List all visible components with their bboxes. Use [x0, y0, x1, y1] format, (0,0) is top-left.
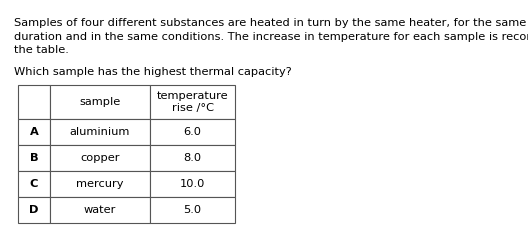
- Bar: [50, 145, 150, 171]
- Text: mercury: mercury: [76, 179, 124, 189]
- Bar: [50, 197, 150, 223]
- Bar: [18, 119, 50, 145]
- Text: Samples of four different substances are heated in turn by the same heater, for : Samples of four different substances are…: [14, 18, 528, 28]
- Text: B: B: [30, 153, 39, 163]
- Bar: [18, 197, 50, 223]
- Text: aluminium: aluminium: [70, 127, 130, 137]
- Text: D: D: [29, 205, 39, 215]
- Text: the table.: the table.: [14, 45, 69, 55]
- Text: duration and in the same conditions. The increase in temperature for each sample: duration and in the same conditions. The…: [14, 32, 528, 41]
- Text: A: A: [30, 127, 39, 137]
- Bar: [50, 85, 150, 119]
- Text: sample: sample: [79, 97, 120, 107]
- Text: 10.0: 10.0: [180, 179, 205, 189]
- Text: C: C: [30, 179, 38, 189]
- Text: 5.0: 5.0: [183, 205, 202, 215]
- Text: temperature
rise /°C: temperature rise /°C: [157, 91, 228, 113]
- Bar: [18, 145, 50, 171]
- Bar: [50, 119, 150, 145]
- Bar: [150, 85, 235, 119]
- Text: water: water: [84, 205, 116, 215]
- Bar: [50, 171, 150, 197]
- Bar: [18, 171, 50, 197]
- Bar: [150, 119, 235, 145]
- Bar: [150, 145, 235, 171]
- Bar: [18, 85, 50, 119]
- Text: 8.0: 8.0: [183, 153, 202, 163]
- Text: Which sample has the highest thermal capacity?: Which sample has the highest thermal cap…: [14, 67, 292, 77]
- Bar: [150, 197, 235, 223]
- Bar: [150, 171, 235, 197]
- Text: copper: copper: [80, 153, 120, 163]
- Text: 6.0: 6.0: [184, 127, 202, 137]
